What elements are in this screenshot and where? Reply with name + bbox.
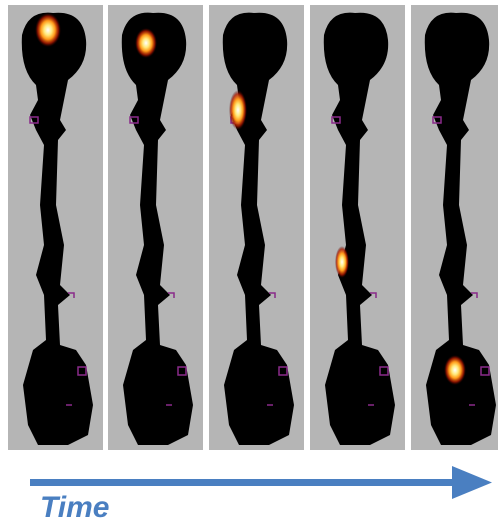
signal-spot [35, 13, 61, 47]
panel-4 [310, 5, 405, 450]
signal-spot [444, 355, 466, 385]
figure: Time [0, 0, 498, 525]
signal-spot [135, 28, 157, 58]
signal-spot [335, 246, 349, 278]
arrow-head [452, 466, 492, 499]
cell-image [310, 5, 405, 450]
cell-image [8, 5, 103, 450]
panel-5 [411, 5, 498, 450]
page: {"label": "Time"} [0, 0, 498, 525]
panel-3 [209, 5, 304, 450]
arrow-shaft [30, 479, 455, 486]
time-label: Time [40, 491, 109, 524]
cell-image [209, 5, 304, 450]
panel-1 [8, 5, 103, 450]
panel-2 [108, 5, 203, 450]
signal-spot [229, 90, 247, 130]
cell-image [108, 5, 203, 450]
